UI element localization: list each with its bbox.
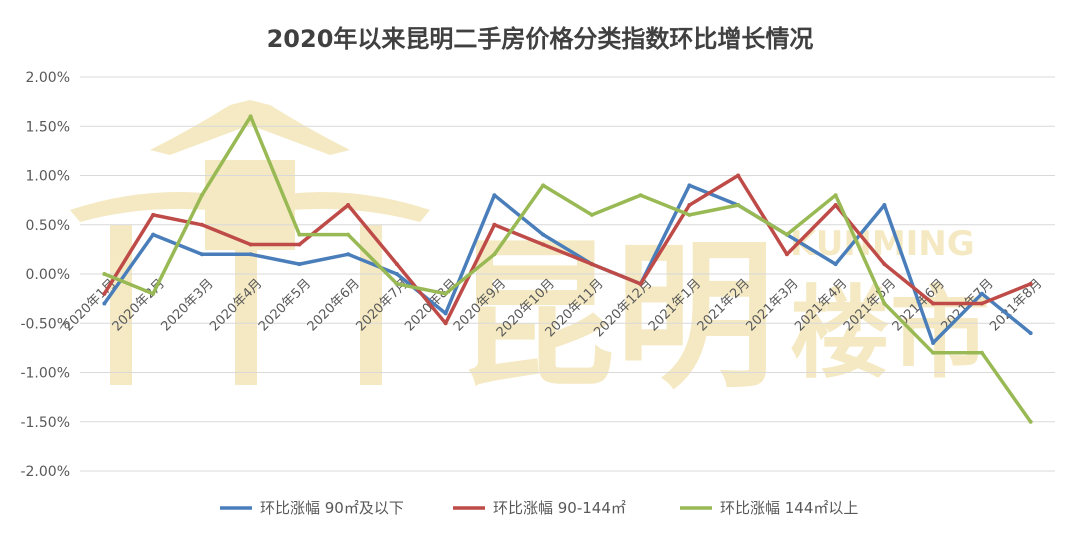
data-point — [882, 301, 887, 306]
data-point — [638, 193, 643, 198]
data-point — [687, 203, 692, 208]
y-tick-label: 0.00% — [26, 267, 70, 283]
legend-label: 环比涨幅 90-144㎡ — [493, 499, 626, 517]
data-point — [833, 262, 838, 267]
data-point — [443, 291, 448, 296]
watermark-text-en: KUNMING — [790, 224, 975, 264]
data-point — [784, 252, 789, 257]
data-point — [151, 291, 156, 296]
legend-item-1: 环比涨幅 90㎡及以下 — [220, 499, 404, 517]
legend-item-2: 环比涨幅 90-144㎡ — [453, 499, 626, 517]
data-point — [1028, 331, 1033, 336]
data-point — [102, 291, 107, 296]
series-line-2 — [102, 173, 1033, 326]
data-point — [736, 203, 741, 208]
legend: 环比涨幅 90㎡及以下 环比涨幅 90-144㎡ 环比涨幅 144㎡以上 — [220, 499, 858, 517]
legend-label: 环比涨幅 90㎡及以下 — [260, 499, 404, 517]
data-point — [492, 193, 497, 198]
y-tick-label: 1.50% — [26, 119, 70, 135]
data-point — [346, 252, 351, 257]
data-point — [151, 232, 156, 237]
y-tick-label: 0.50% — [26, 218, 70, 234]
data-point — [346, 232, 351, 237]
watermark-wing-shape — [70, 192, 430, 222]
data-point — [248, 252, 253, 257]
data-point — [394, 272, 399, 276]
data-point — [833, 203, 838, 208]
watermark-roof-shape — [150, 100, 350, 155]
data-point — [687, 183, 692, 188]
data-point — [492, 252, 497, 257]
watermark-pillar-mid — [235, 225, 257, 385]
data-point — [199, 193, 204, 198]
data-point — [979, 301, 984, 306]
series-layer — [102, 114, 1033, 424]
y-tick-label: -1.00% — [20, 366, 70, 382]
y-tick-label: 1.00% — [26, 169, 70, 185]
watermark-logo: 昆明 KUNMING 楼市 — [70, 100, 990, 410]
y-tick-label: -0.50% — [20, 316, 70, 332]
data-point — [297, 262, 302, 267]
data-point — [443, 321, 448, 326]
y-tick-label: 2.00% — [26, 70, 70, 86]
data-point — [151, 212, 156, 217]
data-point — [882, 203, 887, 208]
data-point — [248, 114, 253, 119]
y-tick-label: -1.50% — [20, 415, 70, 431]
data-point — [297, 242, 302, 247]
data-point — [784, 232, 789, 237]
data-point — [443, 311, 448, 316]
data-point — [492, 222, 497, 227]
data-point — [394, 281, 399, 286]
watermark-pillar-left — [110, 225, 132, 385]
data-point — [979, 350, 984, 355]
data-point — [687, 212, 692, 217]
data-point — [589, 262, 594, 267]
data-point — [394, 262, 399, 267]
data-point — [199, 222, 204, 227]
data-point — [297, 232, 302, 237]
data-point — [248, 242, 253, 247]
data-point — [102, 272, 107, 276]
series-line-3 — [102, 114, 1033, 424]
data-point — [541, 232, 546, 237]
data-point — [882, 262, 887, 267]
data-point — [736, 173, 741, 178]
data-point — [931, 340, 936, 345]
legend-item-3: 环比涨幅 144㎡以上 — [680, 499, 858, 517]
data-point — [833, 193, 838, 198]
watermark-text-cn: 昆明 — [455, 223, 775, 410]
data-point — [638, 281, 643, 286]
data-point — [102, 301, 107, 306]
data-point — [931, 350, 936, 355]
data-point — [979, 291, 984, 296]
data-point — [931, 301, 936, 306]
legend-label: 环比涨幅 144㎡以上 — [720, 499, 858, 517]
series-line-1 — [102, 183, 1033, 345]
data-point — [1028, 281, 1033, 286]
data-point — [1028, 419, 1033, 424]
data-point — [589, 212, 594, 217]
data-point — [199, 252, 204, 257]
data-point — [346, 203, 351, 208]
data-point — [541, 183, 546, 188]
data-point — [541, 242, 546, 247]
y-axis: 2.00% 1.50% 1.00% 0.50% 0.00% -0.50% -1.00% -1.… — [20, 70, 70, 480]
chart-title: 2020年以来昆明二手房价格分类指数环比增长情况 — [267, 25, 814, 53]
y-tick-label: -2.00% — [20, 464, 70, 480]
